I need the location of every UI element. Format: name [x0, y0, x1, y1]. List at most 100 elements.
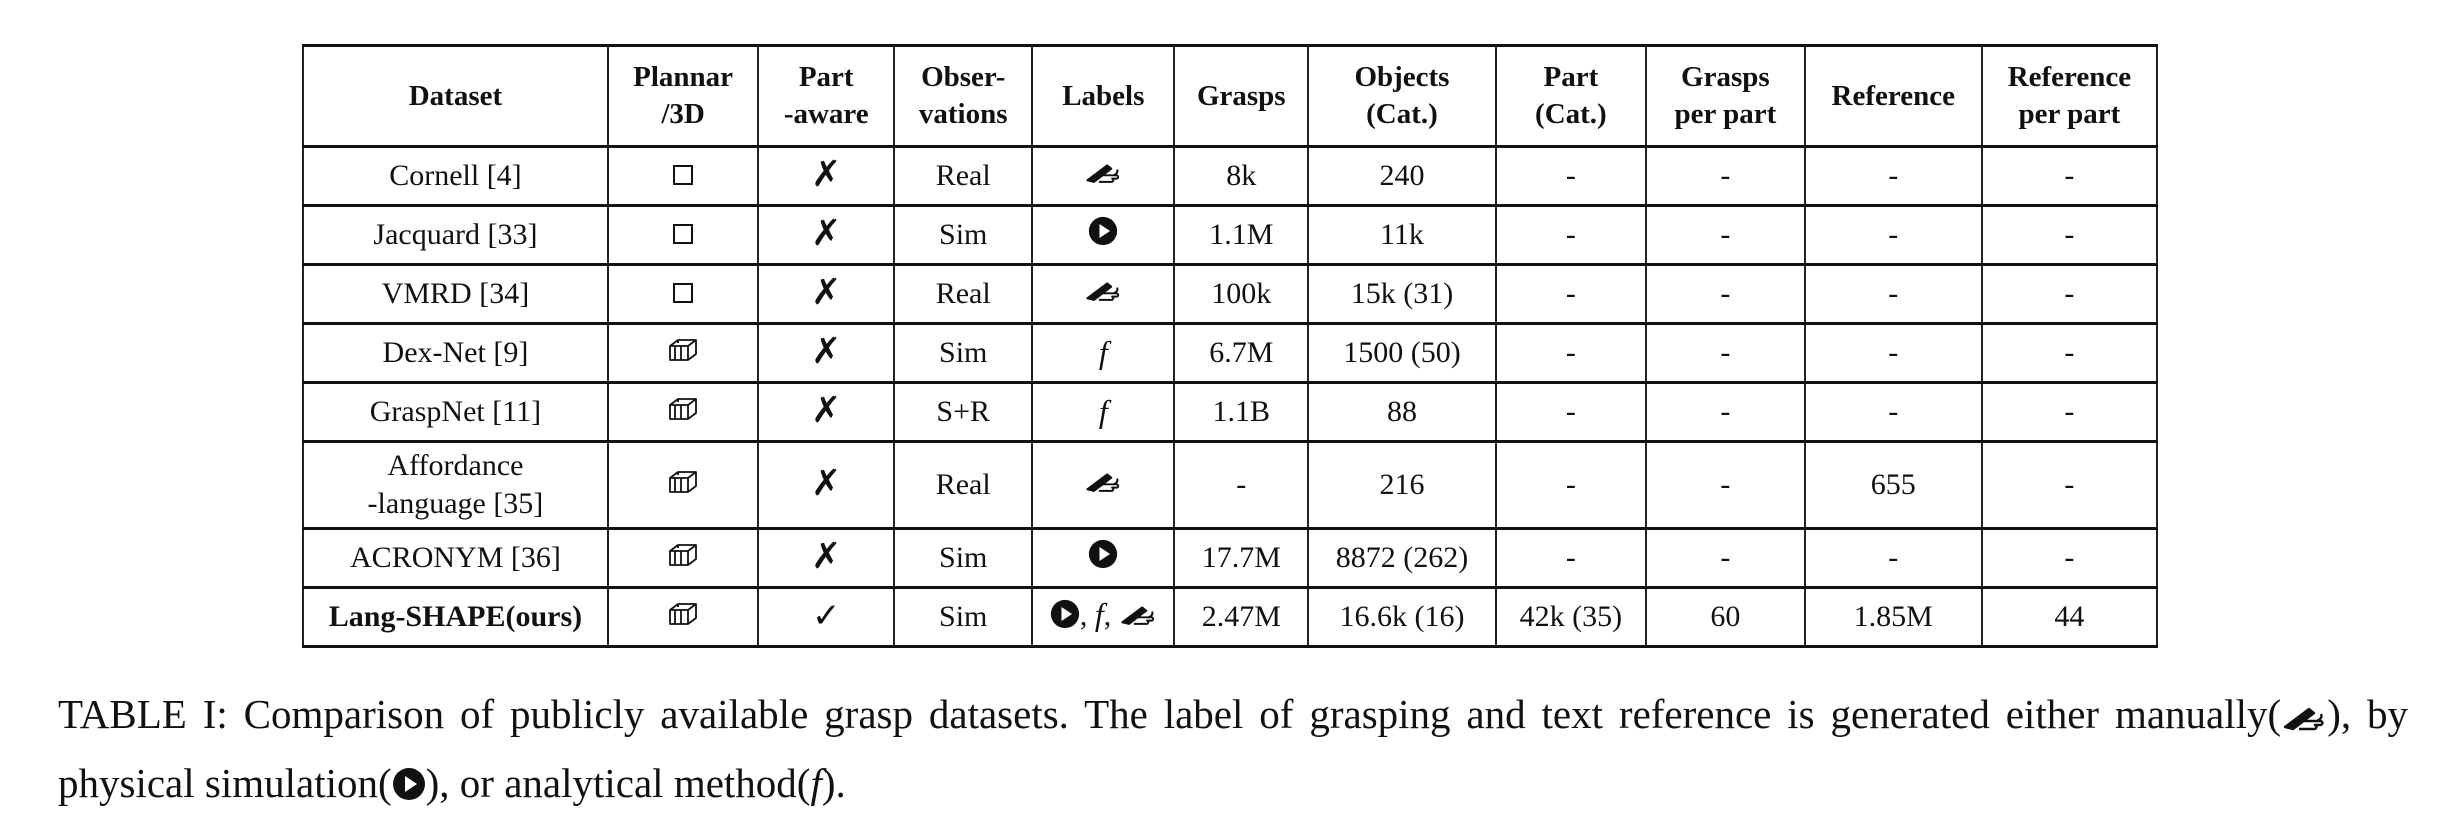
dataset-name-line2: -language [35]: [367, 487, 544, 520]
cell-grasps: 8k: [1173, 146, 1310, 206]
cube-icon: [667, 335, 699, 373]
cell-grasps-value: -: [1236, 468, 1247, 501]
table-row: Cornell [4] ✗ Real 8k 240 - - - -: [302, 146, 2159, 206]
cell-objects: 8872 (262): [1307, 528, 1497, 588]
cross-icon: ✗: [811, 272, 842, 313]
cell-reference-per-part-value: -: [2064, 218, 2075, 251]
cell-plannar-3d: [606, 382, 760, 442]
cell-grasps-per-part-value: -: [1720, 218, 1731, 251]
cell-labels: [1031, 441, 1176, 529]
dataset-name: Dex-Net [9]: [382, 336, 529, 369]
cell-grasps-value: 100k: [1211, 277, 1272, 310]
column-header-line2: per part: [1674, 98, 1777, 130]
cell-grasps-per-part: -: [1645, 323, 1806, 383]
cell-part-cat-value: -: [1565, 336, 1576, 369]
cell-objects-value: 16.6k (16): [1339, 600, 1465, 633]
cell-reference-per-part-value: -: [2064, 541, 2075, 574]
cell-part-cat-value: -: [1565, 277, 1576, 310]
cell-part-cat: -: [1494, 382, 1648, 442]
cell-grasps: -: [1173, 441, 1310, 529]
label-separator: ,: [1079, 599, 1088, 633]
column-header-line1: Plannar: [633, 61, 734, 93]
cell-grasps-value: 1.1M: [1209, 218, 1274, 251]
cell-part-cat: -: [1494, 264, 1648, 324]
observations-value: S+R: [936, 395, 991, 428]
cell-reference-per-part-value: -: [2064, 395, 2075, 428]
column-header-line1: Reference: [2007, 61, 2132, 93]
cell-grasps-per-part: -: [1645, 205, 1806, 265]
cell-labels: f: [1031, 323, 1176, 383]
cell-reference: 655: [1803, 441, 1983, 529]
dataset-name: ACRONYM [36]: [350, 541, 561, 574]
cell-objects-value: 8872 (262): [1335, 541, 1469, 574]
cell-dataset: GraspNet [11]: [302, 382, 609, 442]
cell-part-aware: ✗: [757, 323, 896, 383]
cell-grasps-per-part: 60: [1645, 587, 1806, 647]
observations-value: Sim: [939, 541, 988, 574]
cell-objects: 11k: [1307, 205, 1497, 265]
cell-grasps-per-part: -: [1645, 264, 1806, 324]
cell-part-cat-value: 42k (35): [1519, 600, 1623, 633]
cell-grasps-value: 1.1B: [1212, 395, 1271, 428]
cross-icon: ✗: [811, 463, 842, 504]
cell-part-aware: ✗: [757, 382, 896, 442]
column-header: Plannar/3D: [606, 45, 760, 147]
play-circle-icon: [1088, 539, 1118, 579]
writing-hand-icon: [1084, 276, 1122, 314]
check-icon: ✓: [811, 596, 841, 636]
observations-value: Real: [935, 277, 991, 310]
cell-reference-per-part-value: -: [2064, 336, 2075, 369]
cell-observations: Sim: [893, 587, 1034, 647]
cell-dataset: Cornell [4]: [302, 146, 609, 206]
cell-grasps: 100k: [1173, 264, 1310, 324]
cell-objects: 216: [1307, 441, 1497, 529]
cell-part-cat: -: [1494, 323, 1648, 383]
cross-icon: ✗: [811, 390, 842, 431]
cell-objects: 16.6k (16): [1307, 587, 1497, 647]
cell-objects-value: 88: [1386, 395, 1417, 428]
cell-grasps-value: 6.7M: [1209, 336, 1274, 369]
cell-reference-per-part: -: [1980, 528, 2159, 588]
dataset-name: Lang-SHAPE(ours): [328, 600, 583, 633]
cell-reference: 1.85M: [1803, 587, 1983, 647]
column-header-line1: Objects: [1354, 61, 1450, 93]
cell-plannar-3d: [606, 528, 760, 588]
cell-observations: Real: [893, 264, 1034, 324]
table-row: Dex-Net [9] ✗ Sim f 6.7M 1500 (50) - - - -: [302, 323, 2159, 383]
cube-icon: [667, 540, 699, 578]
cell-observations: Sim: [893, 205, 1034, 265]
cell-grasps-per-part-value: -: [1720, 468, 1731, 501]
cell-observations: Real: [893, 441, 1034, 529]
cross-icon: ✗: [811, 154, 842, 195]
column-header: Reference: [1803, 45, 1983, 147]
cell-dataset: Affordance -language [35]: [302, 441, 609, 529]
cell-reference: -: [1803, 146, 1983, 206]
cell-reference-value: -: [1888, 395, 1899, 428]
square-icon: [672, 217, 694, 255]
cell-objects-value: 11k: [1380, 218, 1424, 251]
play-circle-icon: [392, 755, 426, 819]
cell-observations: S+R: [893, 382, 1034, 442]
cell-grasps-per-part: -: [1645, 528, 1806, 588]
cell-labels: [1031, 528, 1176, 588]
cross-icon: ✗: [811, 536, 842, 577]
column-header-line1: Reference: [1831, 79, 1955, 112]
column-header-line2: per part: [2018, 98, 2121, 130]
observations-value: Sim: [939, 600, 988, 633]
cell-grasps-per-part-value: -: [1720, 277, 1731, 310]
cell-dataset: VMRD [34]: [302, 264, 609, 324]
cell-reference-value: -: [1888, 277, 1899, 310]
column-header: Grasps: [1173, 45, 1310, 147]
column-header-line1: Labels: [1062, 79, 1145, 112]
cell-part-cat: 42k (35): [1494, 587, 1648, 647]
cell-part-aware: ✗: [757, 441, 896, 529]
cell-observations: Sim: [893, 323, 1034, 383]
cell-grasps: 6.7M: [1173, 323, 1310, 383]
cell-reference-value: 1.85M: [1853, 600, 1933, 633]
cell-part-aware: ✗: [757, 528, 896, 588]
cell-observations: Real: [893, 146, 1034, 206]
cell-grasps-per-part-value: 60: [1710, 600, 1741, 633]
cell-objects: 88: [1307, 382, 1497, 442]
cell-reference-value: -: [1888, 541, 1899, 574]
cell-objects-value: 240: [1379, 159, 1425, 192]
